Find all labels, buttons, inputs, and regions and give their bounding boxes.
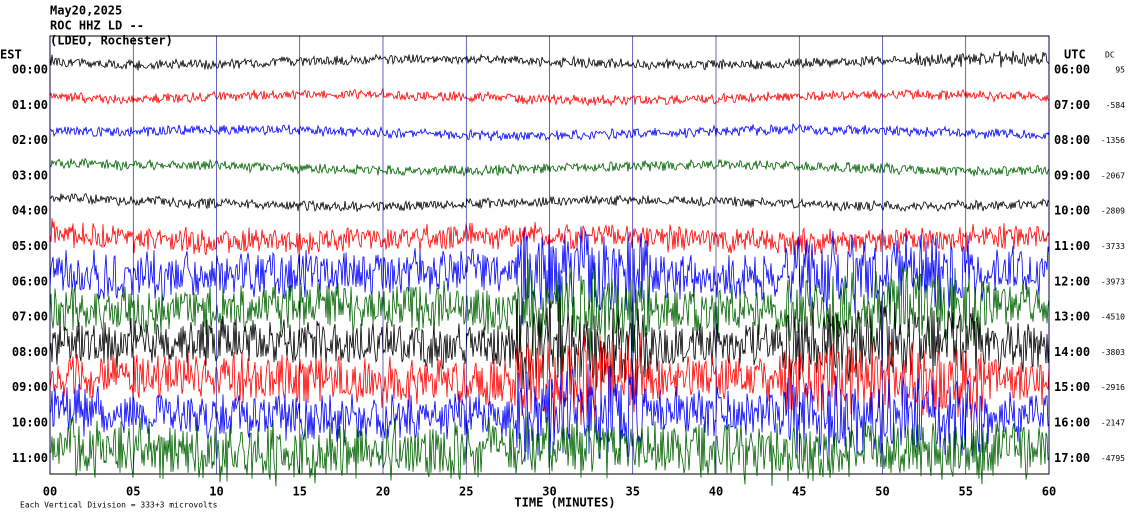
- x-tick-label: 20: [376, 485, 390, 499]
- utc-label: 10:00: [1054, 204, 1090, 218]
- date: May20,2025: [50, 4, 122, 18]
- utc-label: 09:00: [1054, 168, 1090, 182]
- dc-value: -2916: [1101, 383, 1125, 392]
- x-tick-label: 25: [459, 485, 473, 499]
- footer: Each Vertical Division = 333+3 microvolt…: [20, 501, 218, 510]
- utc-label: 17:00: [1054, 451, 1090, 465]
- est-label: 09:00: [12, 380, 48, 394]
- dc-value: -3973: [1101, 277, 1125, 286]
- est-label: 01:00: [12, 98, 48, 112]
- est-label: 08:00: [12, 345, 48, 359]
- utc-label: 16:00: [1054, 416, 1090, 430]
- est-label: 04:00: [12, 204, 48, 218]
- est-label: 00:00: [12, 63, 48, 77]
- utc-label: 12:00: [1054, 274, 1090, 288]
- est-label: 03:00: [12, 168, 48, 182]
- utc-label: 15:00: [1054, 380, 1090, 394]
- x-tick-label: 55: [959, 485, 973, 499]
- x-label: TIME (MINUTES): [514, 496, 615, 510]
- dc-value: -3733: [1101, 242, 1125, 251]
- utc-label: 08:00: [1054, 133, 1090, 147]
- dc-value: -3803: [1101, 348, 1125, 357]
- x-tick-label: 35: [626, 485, 640, 499]
- dc-title: DC: [1105, 51, 1115, 60]
- x-tick-label: 00: [43, 485, 57, 499]
- x-tick-label: 50: [875, 485, 889, 499]
- utc-label: 11:00: [1054, 239, 1090, 253]
- utc-label: 07:00: [1054, 98, 1090, 112]
- utc-label: 06:00: [1054, 63, 1090, 77]
- utc-label: 13:00: [1054, 310, 1090, 324]
- station: ROC HHZ LD --: [50, 19, 144, 33]
- x-tick-label: 60: [1042, 485, 1056, 499]
- est-label: 07:00: [12, 310, 48, 324]
- dc-value: -2067: [1101, 171, 1125, 180]
- dc-value: -4795: [1101, 454, 1125, 463]
- labels: 00 05 10 15 20 25 30 35 40 45 50 55 60 00:00 06:00 95 01…: [12, 36, 1125, 499]
- est-label: 05:00: [12, 239, 48, 253]
- location: (LDEO, Rochester): [50, 34, 173, 48]
- dc-value: -584: [1106, 101, 1125, 110]
- x-tick-label: 10: [209, 485, 223, 499]
- est-label: 10:00: [12, 416, 48, 430]
- dc-value: -1356: [1101, 136, 1125, 145]
- dc-value: -2809: [1101, 207, 1125, 216]
- dc-value: -4510: [1101, 313, 1125, 322]
- est-title: EST: [0, 48, 22, 62]
- utc-title: UTC: [1064, 48, 1086, 62]
- x-tick-label: 05: [126, 485, 140, 499]
- dc-value: 95: [1115, 66, 1125, 75]
- x-tick-label: 45: [792, 485, 806, 499]
- utc-label: 14:00: [1054, 345, 1090, 359]
- est-label: 06:00: [12, 274, 48, 288]
- dc-value: -2147: [1101, 419, 1125, 428]
- est-label: 11:00: [12, 451, 48, 465]
- x-tick-label: 30: [542, 485, 556, 499]
- x-tick-label: 15: [293, 485, 307, 499]
- est-label: 02:00: [12, 133, 48, 147]
- x-tick-label: 40: [709, 485, 723, 499]
